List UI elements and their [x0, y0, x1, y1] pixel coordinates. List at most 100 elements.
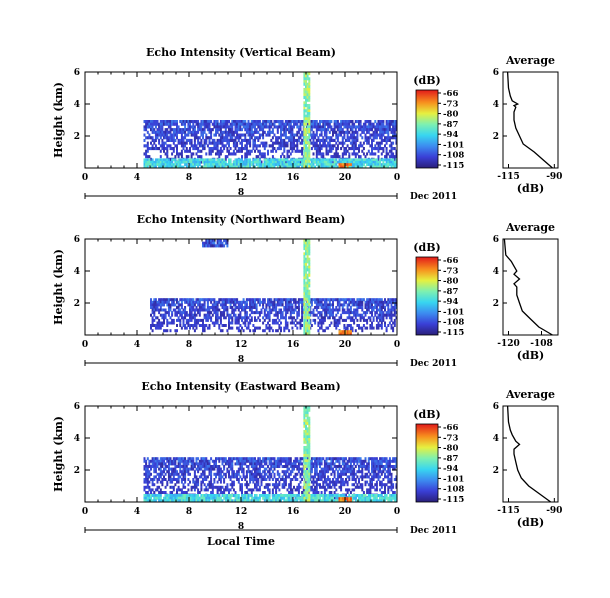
- echo-cell: [275, 465, 278, 468]
- echo-cell: [237, 122, 240, 126]
- echo-cell: [232, 141, 235, 145]
- echo-cell: [315, 141, 318, 145]
- echo-cell: [216, 480, 219, 484]
- echo-cell: [265, 313, 268, 317]
- echo-cell: [332, 147, 334, 151]
- echo-cell: [380, 136, 383, 140]
- echo-cell: [323, 475, 326, 479]
- echo-cell: [341, 160, 344, 164]
- echo-cell: [303, 305, 306, 309]
- echo-cell: [299, 457, 302, 461]
- echo-cell: [216, 303, 219, 307]
- echo-cell: [184, 306, 187, 309]
- echo-cell: [343, 330, 346, 333]
- echo-cell: [239, 313, 242, 317]
- echo-cell: [180, 149, 183, 153]
- echo-cell: [354, 316, 357, 320]
- echo-cell: [308, 321, 311, 325]
- echo-cell: [388, 122, 391, 126]
- echo-cell: [241, 141, 243, 145]
- echo-cell: [306, 252, 309, 256]
- echo-cell: [242, 120, 245, 124]
- echo-cell: [167, 138, 170, 142]
- echo-cell: [362, 141, 365, 145]
- echo-cell: [172, 130, 175, 134]
- echo-cell: [332, 133, 334, 137]
- echo-cell: [176, 136, 178, 140]
- echo-cell: [278, 472, 281, 476]
- echo-cell: [390, 120, 393, 124]
- echo-cell: [268, 316, 271, 320]
- echo-cell: [255, 120, 258, 124]
- echo-cell: [239, 311, 242, 315]
- echo-cell: [215, 457, 217, 461]
- echo-cell: [232, 470, 235, 474]
- echo-cell: [156, 457, 159, 461]
- echo-cell: [335, 149, 338, 153]
- echo-cell: [245, 163, 248, 166]
- echo-cell: [185, 462, 188, 466]
- echo-cell: [338, 163, 341, 166]
- echo-cell: [320, 155, 323, 159]
- echo-cell: [270, 163, 273, 166]
- echo-cell: [281, 133, 284, 137]
- echo-cell: [179, 298, 182, 302]
- echo-cell: [336, 133, 339, 137]
- echo-cell: [382, 316, 385, 320]
- echo-cell: [271, 128, 274, 132]
- echo-cell: [390, 130, 393, 134]
- echo-cell: [263, 462, 266, 466]
- echo-cell: [286, 459, 289, 463]
- echo-cell: [202, 128, 204, 132]
- echo-cell: [241, 462, 243, 466]
- echo-cell: [219, 125, 222, 129]
- echo-cell: [203, 472, 206, 476]
- echo-cell: [202, 133, 204, 137]
- echo-cell: [395, 125, 398, 129]
- echo-cell: [377, 157, 380, 161]
- echo-cell: [351, 130, 354, 134]
- echo-cell: [322, 163, 325, 166]
- echo-cell: [258, 311, 261, 315]
- echo-cell: [208, 311, 211, 315]
- echo-cell: [184, 324, 187, 327]
- echo-cell: [250, 459, 253, 463]
- echo-cell: [332, 467, 334, 471]
- echo-cell: [202, 303, 204, 307]
- echo-cell: [310, 303, 313, 307]
- echo-cell: [223, 313, 226, 317]
- echo-cell: [169, 306, 172, 309]
- echo-cell: [314, 457, 317, 461]
- echo-cell: [169, 475, 172, 479]
- echo-cell: [286, 462, 289, 466]
- echo-cell: [192, 478, 195, 481]
- echo-cell: [262, 136, 265, 140]
- echo-cell: [161, 122, 164, 126]
- echo-cell: [281, 298, 284, 302]
- echo-cell: [359, 144, 362, 148]
- echo-cell: [325, 138, 328, 142]
- echo-cell: [336, 470, 339, 474]
- echo-cell: [284, 303, 287, 307]
- echo-cell: [158, 300, 161, 304]
- echo-cell: [328, 311, 331, 315]
- echo-cell: [247, 298, 250, 302]
- echo-cell: [338, 459, 341, 463]
- echo-cell: [392, 160, 395, 164]
- echo-cell: [323, 480, 326, 484]
- echo-cell: [176, 311, 178, 315]
- echo-cell: [308, 319, 311, 323]
- echo-cell: [180, 158, 183, 162]
- echo-cell: [166, 128, 169, 132]
- echo-cell: [179, 152, 182, 156]
- echo-cell: [161, 165, 164, 169]
- echo-cell: [221, 459, 224, 463]
- echo-cell: [305, 117, 307, 121]
- echo-cell: [159, 491, 162, 494]
- echo-cell: [328, 462, 331, 466]
- echo-cell: [148, 459, 151, 463]
- echo-cell: [343, 163, 346, 166]
- echo-cell: [276, 141, 279, 145]
- echo-cell: [284, 318, 287, 322]
- echo-cell: [345, 318, 347, 322]
